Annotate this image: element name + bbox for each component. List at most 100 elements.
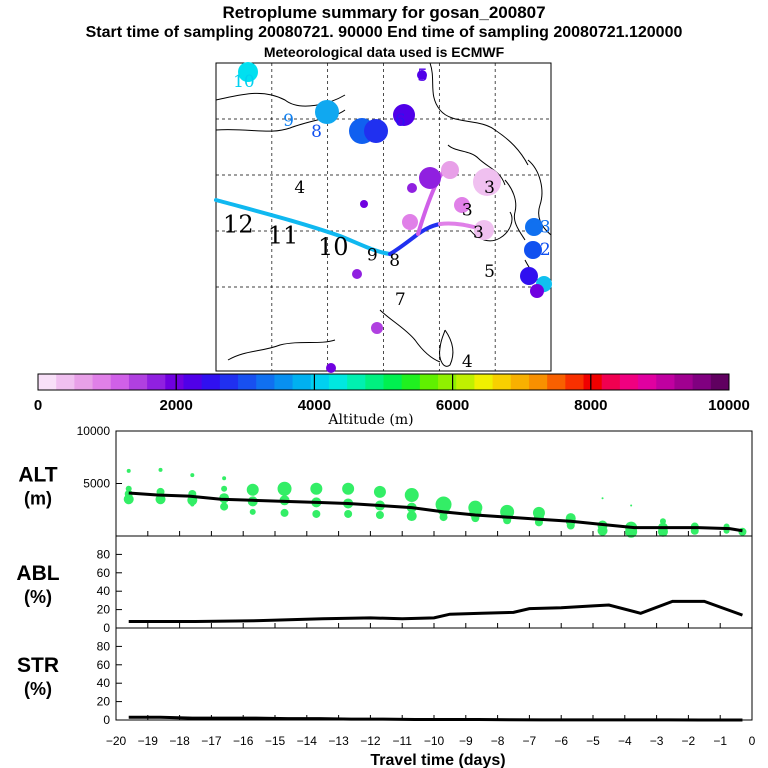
abl-line [128, 599, 743, 624]
plume-position-marker [441, 161, 459, 179]
alt-plume-marker [601, 497, 604, 500]
plume-position-marker [352, 269, 362, 279]
str-frame [115, 627, 753, 721]
colorbar-swatch [201, 374, 221, 390]
colorbar-swatch [619, 374, 639, 390]
coastline [504, 179, 526, 241]
colorbar-swatch [419, 374, 439, 390]
trajectory-day-label: 11 [268, 222, 299, 250]
coastline [527, 159, 552, 236]
str-ytick-label: 20 [97, 695, 111, 709]
plume-position-marker [530, 284, 544, 298]
colorbar-swatch [292, 374, 312, 390]
trajectory-day-label: 7 [395, 290, 406, 310]
time-axis-tick-label: −13 [328, 734, 349, 748]
str-ylabel: STR [17, 654, 59, 677]
time-axis-tick-label: −8 [491, 734, 505, 748]
coastline [227, 339, 336, 361]
colorbar-swatch [74, 374, 94, 390]
time-axis-tick-label: −1 [713, 734, 727, 748]
colorbar-tick-label: 6000 [436, 397, 469, 414]
time-axis-tick-label: −11 [392, 734, 412, 748]
alt-ytick-label: 5000 [83, 477, 110, 491]
colorbar-swatch [238, 374, 257, 390]
colorbar-swatch [165, 374, 184, 390]
trajectory-day-label: 4 [294, 178, 305, 198]
abl-ytick-label: 0 [103, 621, 110, 635]
str-ytick-label: 40 [97, 676, 111, 690]
trajectory-day-label: 9 [283, 111, 294, 131]
alt-plume-marker [222, 476, 227, 481]
alt-plume-marker [342, 482, 355, 495]
alt-ylabel: ALT [18, 464, 57, 487]
time-axis-tick-label: −7 [523, 734, 537, 748]
colorbar-swatch [510, 374, 530, 390]
time-axis-tick-label: −6 [554, 734, 568, 748]
colorbar-swatch [638, 374, 657, 390]
colorbar-swatch [401, 374, 421, 390]
plume-position-marker [417, 70, 427, 80]
alt-plume-marker [630, 504, 633, 507]
coastline [447, 144, 506, 186]
time-axis-label: Travel time (days) [370, 752, 505, 768]
trajectory-day-label: 5 [417, 66, 428, 86]
time-axis-tick-label: −18 [169, 734, 190, 748]
alt-plume-marker [126, 468, 131, 473]
alt-plume-marker [344, 509, 353, 518]
alt-plume-marker [220, 502, 229, 511]
colorbar-tick-label: 4000 [298, 397, 331, 414]
trajectory-day-label: 10 [233, 72, 255, 92]
alt-plume-marker [310, 482, 323, 495]
alt-plume-marker [190, 502, 195, 507]
alt-plume-marker [659, 518, 666, 525]
colorbar-swatch [110, 374, 130, 390]
colorbar-swatch [128, 374, 148, 390]
time-axis-tick-label: −3 [650, 734, 664, 748]
time-axis-tick-label: 0 [749, 734, 756, 748]
coastline [379, 309, 441, 363]
abl-ytick-label: 60 [97, 566, 111, 580]
trajectory-day-label: 13 [529, 217, 551, 237]
map-frame [215, 62, 552, 372]
colorbar-swatch [656, 374, 675, 390]
alt-plume-marker [155, 494, 166, 505]
alt-plume-marker [406, 511, 417, 522]
str-ylabel-unit: (%) [24, 679, 52, 699]
colorbar-swatch [328, 374, 348, 390]
alt-plume-marker [249, 508, 256, 515]
alt-plume-marker [373, 485, 386, 498]
time-axis-tick-label: −16 [233, 734, 254, 748]
plume-position-marker [371, 322, 383, 334]
str-ytick-label: 0 [103, 713, 110, 727]
time-axis-tick-label: −2 [682, 734, 696, 748]
alt-plume-marker [532, 506, 545, 519]
plume-position-marker [315, 100, 339, 124]
colorbar-swatch [92, 374, 112, 390]
chart-title: Retroplume summary for gosan_200807 [222, 3, 546, 22]
colorbar-swatch [583, 374, 603, 390]
alt-panel: 5000 10000 ALT(m) [18, 424, 753, 538]
abl-ytick-label: 20 [97, 603, 111, 617]
abl-ylabel-unit: (%) [24, 587, 52, 607]
colorbar-tick-label: 10000 [708, 397, 750, 414]
colorbar-swatch [365, 374, 384, 390]
time-axis-tick-label: −15 [265, 734, 286, 748]
plume-position-marker [326, 363, 336, 373]
alt-plume-marker [221, 485, 228, 492]
colorbar-swatch [147, 374, 166, 390]
time-axis-tick-label: −12 [360, 734, 381, 748]
colorbar-swatch [692, 374, 712, 390]
plume-position-marker [520, 267, 538, 285]
alt-plume-marker [190, 473, 195, 478]
abl-frame [115, 535, 753, 629]
time-axis-tick-label: −20 [106, 734, 127, 748]
colorbar-swatch [183, 374, 203, 390]
alt-plume-marker [404, 488, 419, 503]
colorbar-swatch [710, 374, 730, 390]
colorbar-swatch [438, 374, 457, 390]
plume-position-marker [238, 62, 258, 82]
plume-position-marker [524, 241, 542, 259]
alt-plume-marker [158, 467, 163, 472]
alt-plume-marker [246, 483, 259, 496]
colorbar-swatch [674, 374, 694, 390]
